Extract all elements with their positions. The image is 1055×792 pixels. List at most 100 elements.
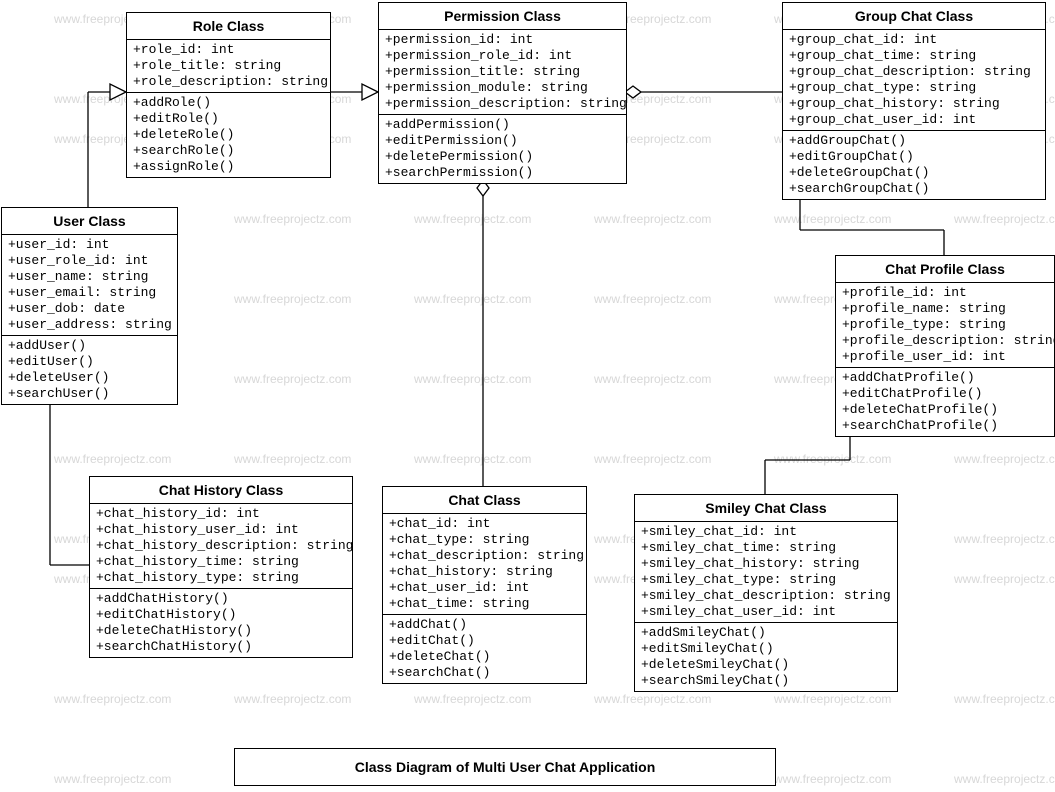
watermark-text: www.freeprojectz.com xyxy=(414,372,531,386)
class-method-line: +addChat() xyxy=(389,617,580,633)
class-method-line: +addRole() xyxy=(133,95,324,111)
class-attribute-line: +user_dob: date xyxy=(8,301,171,317)
class-attribute-line: +smiley_chat_description: string xyxy=(641,588,891,604)
watermark-text: www.freeprojectz.com xyxy=(54,692,171,706)
class-attribute-line: +profile_type: string xyxy=(842,317,1048,333)
class-attribute-line: +group_chat_type: string xyxy=(789,80,1039,96)
class-attribute-line: +chat_history_time: string xyxy=(96,554,346,570)
class-method-line: +searchUser() xyxy=(8,386,171,402)
class-title: Role Class xyxy=(127,13,330,40)
class-chat: Chat Class+chat_id: int+chat_type: strin… xyxy=(382,486,587,684)
class-attribute-line: +group_chat_time: string xyxy=(789,48,1039,64)
class-method-line: +searchChatProfile() xyxy=(842,418,1048,434)
class-method-line: +addSmileyChat() xyxy=(641,625,891,641)
class-method-line: +editSmileyChat() xyxy=(641,641,891,657)
class-attribute-line: +chat_history_id: int xyxy=(96,506,346,522)
class-method-line: +addGroupChat() xyxy=(789,133,1039,149)
class-method-line: +searchChat() xyxy=(389,665,580,681)
class-methods: +addPermission()+editPermission()+delete… xyxy=(379,115,626,183)
class-method-line: +addPermission() xyxy=(385,117,620,133)
class-methods: +addUser()+editUser()+deleteUser()+searc… xyxy=(2,336,177,404)
watermark-text: www.freeprojectz.com xyxy=(594,692,711,706)
watermark-text: www.freeprojectz.com xyxy=(774,692,891,706)
class-chat-history: Chat History Class+chat_history_id: int+… xyxy=(89,476,353,658)
watermark-text: www.freeprojectz.com xyxy=(234,372,351,386)
class-method-line: +deleteSmileyChat() xyxy=(641,657,891,673)
watermark-text: www.freeprojectz.com xyxy=(234,452,351,466)
class-attribute-line: +chat_id: int xyxy=(389,516,580,532)
class-attribute-line: +smiley_chat_user_id: int xyxy=(641,604,891,620)
class-attribute-line: +profile_user_id: int xyxy=(842,349,1048,365)
class-attribute-line: +chat_description: string xyxy=(389,548,580,564)
class-attributes: +permission_id: int+permission_role_id: … xyxy=(379,30,626,115)
class-attributes: +role_id: int+role_title: string+role_de… xyxy=(127,40,330,93)
watermark-text: www.freeprojectz.com xyxy=(234,292,351,306)
class-methods: +addChatProfile()+editChatProfile()+dele… xyxy=(836,368,1054,436)
class-attribute-line: +group_chat_history: string xyxy=(789,96,1039,112)
class-attribute-line: +smiley_chat_id: int xyxy=(641,524,891,540)
class-method-line: +editChatHistory() xyxy=(96,607,346,623)
class-method-line: +deleteChat() xyxy=(389,649,580,665)
class-permission: Permission Class+permission_id: int+perm… xyxy=(378,2,627,184)
class-method-line: +editPermission() xyxy=(385,133,620,149)
class-attributes: +smiley_chat_id: int+smiley_chat_time: s… xyxy=(635,522,897,623)
watermark-text: www.freeprojectz.com xyxy=(954,572,1055,586)
watermark-text: www.freeprojectz.com xyxy=(594,292,711,306)
class-attribute-line: +chat_time: string xyxy=(389,596,580,612)
class-attribute-line: +group_chat_id: int xyxy=(789,32,1039,48)
class-attribute-line: +profile_name: string xyxy=(842,301,1048,317)
class-method-line: +addChatHistory() xyxy=(96,591,346,607)
class-method-line: +deleteUser() xyxy=(8,370,171,386)
class-method-line: +addChatProfile() xyxy=(842,370,1048,386)
class-title: Chat Profile Class xyxy=(836,256,1054,283)
class-method-line: +searchPermission() xyxy=(385,165,620,181)
class-method-line: +deleteGroupChat() xyxy=(789,165,1039,181)
class-attributes: +profile_id: int+profile_name: string+pr… xyxy=(836,283,1054,368)
class-title: Permission Class xyxy=(379,3,626,30)
watermark-text: www.freeprojectz.com xyxy=(774,452,891,466)
watermark-text: www.freeprojectz.com xyxy=(234,692,351,706)
class-method-line: +searchChatHistory() xyxy=(96,639,346,655)
class-attributes: +chat_id: int+chat_type: string+chat_des… xyxy=(383,514,586,615)
class-attributes: +group_chat_id: int+group_chat_time: str… xyxy=(783,30,1045,131)
class-chat-profile: Chat Profile Class+profile_id: int+profi… xyxy=(835,255,1055,437)
class-attribute-line: +group_chat_user_id: int xyxy=(789,112,1039,128)
class-methods: +addGroupChat()+editGroupChat()+deleteGr… xyxy=(783,131,1045,199)
class-method-line: +editChatProfile() xyxy=(842,386,1048,402)
class-title: Smiley Chat Class xyxy=(635,495,897,522)
watermark-text: www.freeprojectz.com xyxy=(594,452,711,466)
class-attribute-line: +chat_history_type: string xyxy=(96,570,346,586)
class-smiley-chat: Smiley Chat Class+smiley_chat_id: int+sm… xyxy=(634,494,898,692)
diagram-title-text: Class Diagram of Multi User Chat Applica… xyxy=(355,759,656,775)
class-method-line: +editGroupChat() xyxy=(789,149,1039,165)
watermark-text: www.freeprojectz.com xyxy=(954,532,1055,546)
class-attribute-line: +smiley_chat_history: string xyxy=(641,556,891,572)
class-attribute-line: +user_email: string xyxy=(8,285,171,301)
class-attribute-line: +smiley_chat_type: string xyxy=(641,572,891,588)
class-method-line: +editRole() xyxy=(133,111,324,127)
class-attribute-line: +chat_history_user_id: int xyxy=(96,522,346,538)
class-attribute-line: +user_id: int xyxy=(8,237,171,253)
class-method-line: +editChat() xyxy=(389,633,580,649)
class-attribute-line: +user_address: string xyxy=(8,317,171,333)
class-attribute-line: +permission_module: string xyxy=(385,80,620,96)
watermark-text: www.freeprojectz.com xyxy=(594,372,711,386)
class-method-line: +addUser() xyxy=(8,338,171,354)
class-methods: +addSmileyChat()+editSmileyChat()+delete… xyxy=(635,623,897,691)
class-attribute-line: +permission_role_id: int xyxy=(385,48,620,64)
class-attribute-line: +role_description: string xyxy=(133,74,324,90)
class-method-line: +searchGroupChat() xyxy=(789,181,1039,197)
watermark-text: www.freeprojectz.com xyxy=(954,212,1055,226)
class-attribute-line: +permission_description: string xyxy=(385,96,620,112)
class-method-line: +deleteChatProfile() xyxy=(842,402,1048,418)
class-method-line: +assignRole() xyxy=(133,159,324,175)
class-method-line: +searchRole() xyxy=(133,143,324,159)
watermark-text: www.freeprojectz.com xyxy=(414,212,531,226)
class-method-line: +deletePermission() xyxy=(385,149,620,165)
diagram-title: Class Diagram of Multi User Chat Applica… xyxy=(234,748,776,786)
class-attribute-line: +chat_history: string xyxy=(389,564,580,580)
class-attributes: +user_id: int+user_role_id: int+user_nam… xyxy=(2,235,177,336)
class-group-chat: Group Chat Class+group_chat_id: int+grou… xyxy=(782,2,1046,200)
watermark-text: www.freeprojectz.com xyxy=(54,772,171,786)
watermark-text: www.freeprojectz.com xyxy=(414,452,531,466)
